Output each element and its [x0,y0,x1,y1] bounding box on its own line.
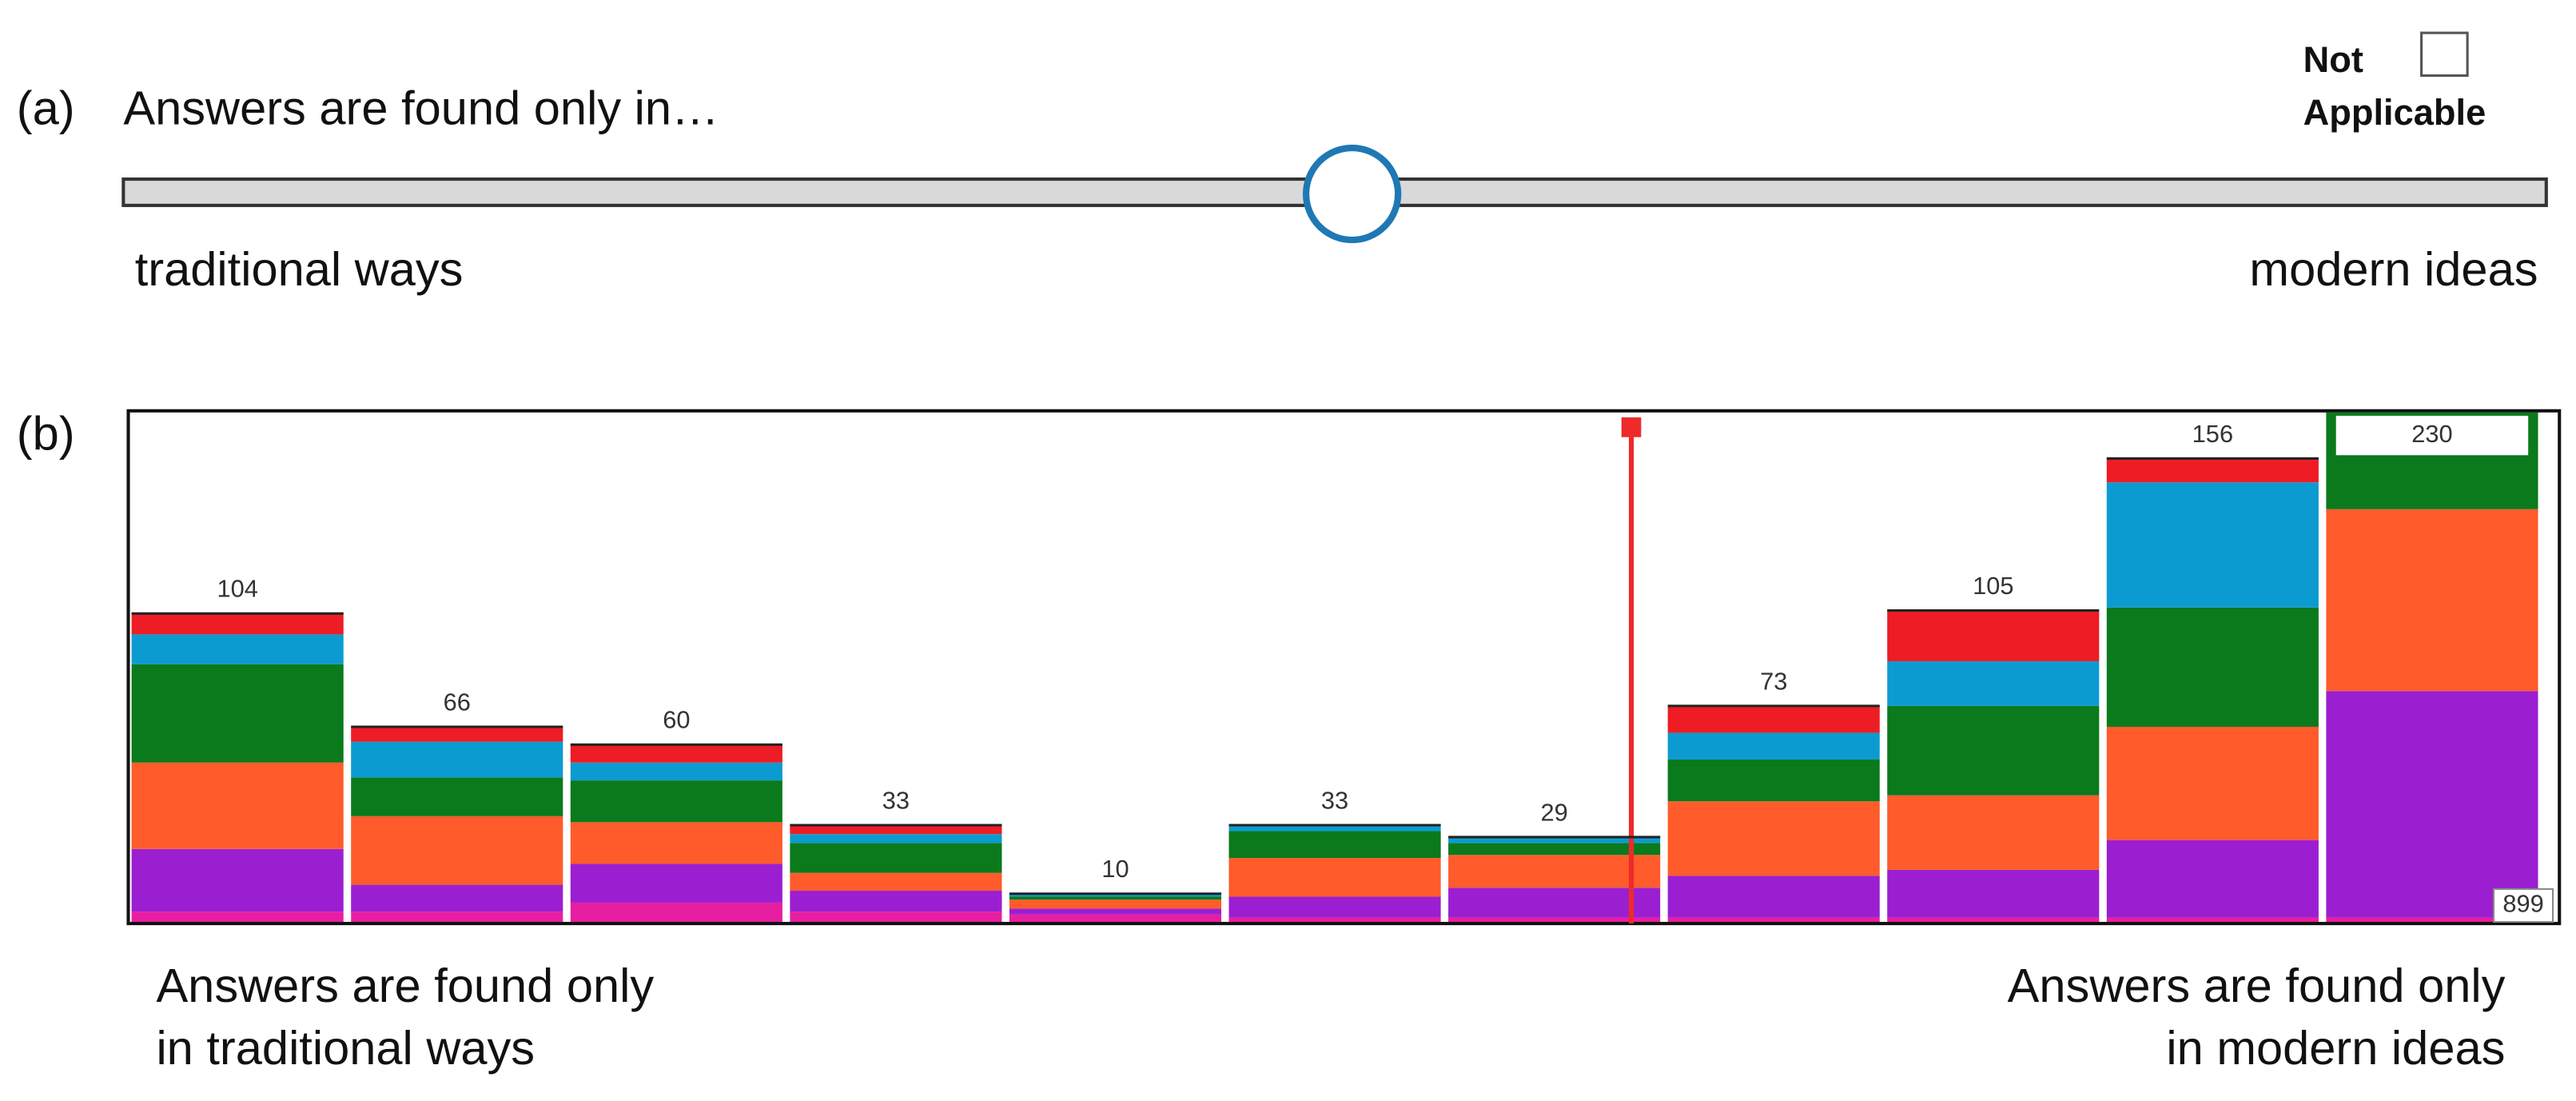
bar-segment [2106,917,2319,922]
bar-segment [2106,726,2319,840]
bar-segment [131,634,344,664]
bar-segment [351,777,563,816]
bar-segment [790,872,1002,892]
bar-segment [790,834,1002,844]
bar-segment [1887,795,2100,870]
checkbox[interactable] [2420,31,2469,78]
bar-segment [1667,876,1880,918]
bar-segment [1009,896,1222,900]
bar-segment [790,843,1002,873]
bar-segment [131,613,344,635]
bar-total: 60 [663,706,690,734]
bar-total: 29 [1541,798,1568,826]
bar-segment [2106,607,2319,727]
bar-segment [1228,825,1441,832]
bar-total: 230 [2411,420,2452,448]
bar-segment [351,884,563,912]
bar-segment [790,825,1002,835]
bar-total: 105 [1973,572,2013,600]
bar-segment [1448,855,1661,888]
panel-label: (b) [17,406,75,460]
left-label: traditional ways [135,242,464,296]
bar-segment [790,912,1002,922]
bar-segment [1228,858,1441,897]
bar-segment [2326,917,2538,922]
slider-knob[interactable] [1302,144,1402,244]
bar-segment [1448,888,1661,918]
bar-segment [1009,914,1222,922]
bar-segment [131,664,344,763]
bar-segment [1009,908,1222,915]
bar-segment [1228,831,1441,859]
bar-segment [570,822,782,864]
bar-segment [1887,705,2100,796]
bar-segment [131,912,344,922]
bar-total: 10 [1101,855,1129,883]
bar-segment [1667,705,1880,733]
bar-segment [1887,917,2100,922]
bar-segment [790,891,1002,912]
position-marker-head [1621,417,1642,437]
bar-total: 104 [217,575,257,603]
bar-segment [570,864,782,903]
bar-segment [351,741,563,778]
bars [131,412,2538,922]
right-caption: Answers are found only [2008,959,2506,1012]
bar-segment [1448,843,1661,856]
bar-total: 73 [1760,667,1787,695]
bar-total: 33 [1321,786,1348,814]
bar-segment [1667,732,1880,760]
bar-segment [351,726,563,742]
bar-segment [2106,482,2319,608]
plot-frame [126,409,2562,926]
right-caption: in modern ideas [2166,1021,2505,1075]
bar-segment [131,848,344,912]
bar-segment [351,912,563,922]
bar-segment [351,816,563,885]
bar-segment [2106,840,2319,918]
bar-segment [1009,893,1222,897]
label-box [2332,412,2532,459]
bar-segment [570,780,782,823]
bar-segment [1009,900,1222,909]
bar-segment [131,762,344,849]
panel-label: (a) [17,82,75,135]
bar-segment [1887,610,2100,661]
bar-segment [1887,660,2100,706]
na-label: Applicable [2303,92,2486,133]
bar-total: 33 [882,786,910,814]
bar-segment [2326,691,2538,918]
bar-segment [2106,458,2319,483]
bar-segment [570,762,782,781]
bar-segment [1228,917,1441,922]
left-caption: Answers are found only [156,959,654,1012]
bar-segment [1448,917,1661,922]
grand-total: 899 [2502,890,2543,918]
bar-segment [1228,896,1441,918]
question: Answers are found only in… [123,82,719,135]
bar-segment [1887,869,2100,918]
bar-total: 66 [444,688,471,716]
bar-total: 156 [2192,420,2233,448]
bar-segment [1667,759,1880,802]
total-box [2493,888,2554,923]
bar-segment [1667,801,1880,876]
bar-segment [1667,917,1880,922]
bar-segment [570,902,782,922]
bar-segment [1448,836,1661,844]
right-label: modern ideas [2249,242,2538,296]
na-label: Not [2303,39,2363,80]
bar-segment [2326,509,2538,692]
bar-segment [570,744,782,763]
left-caption: in traditional ways [156,1021,535,1075]
